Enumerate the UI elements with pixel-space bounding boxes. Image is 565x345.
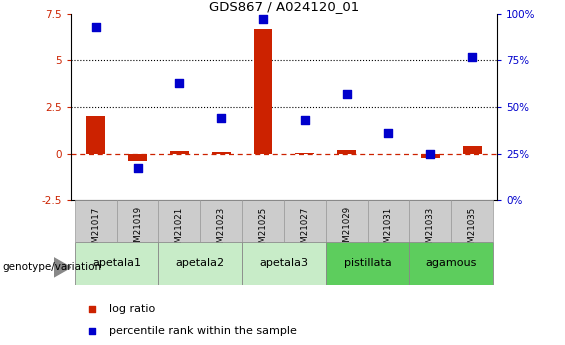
Bar [86,116,105,154]
Text: GSM21035: GSM21035 [468,206,477,254]
Text: apetala3: apetala3 [259,258,308,268]
Polygon shape [54,258,71,277]
Bar [451,200,493,242]
Point [175,80,184,86]
Bar [284,200,326,242]
Text: GSM21033: GSM21033 [426,206,435,254]
Point [468,54,477,59]
Bar [200,200,242,242]
Point [88,328,97,334]
Point [133,166,142,171]
Bar [463,146,481,154]
Bar [242,241,326,285]
Bar [75,241,158,285]
Text: GSM21025: GSM21025 [259,206,267,254]
Text: apetala2: apetala2 [176,258,225,268]
Point [384,130,393,136]
Text: log ratio: log ratio [109,304,155,314]
Text: GSM21031: GSM21031 [384,206,393,254]
Bar [379,154,398,155]
Bar [421,154,440,158]
Text: pistillata: pistillata [344,258,392,268]
Bar [410,241,493,285]
Text: genotype/variation: genotype/variation [3,263,102,272]
Text: percentile rank within the sample: percentile rank within the sample [109,326,297,336]
Bar [295,152,314,154]
Text: GSM21029: GSM21029 [342,206,351,254]
Point [426,151,435,156]
Text: GSM21023: GSM21023 [217,206,225,254]
Point [91,24,100,30]
Point [342,91,351,97]
Bar [170,151,189,154]
Bar [128,154,147,161]
Bar [75,200,116,242]
Point [88,306,97,312]
Bar [158,200,200,242]
Bar [158,241,242,285]
Bar [254,29,272,154]
Bar [326,200,368,242]
Title: GDS867 / A024120_01: GDS867 / A024120_01 [209,0,359,13]
Text: agamous: agamous [425,258,477,268]
Bar [242,200,284,242]
Bar [368,200,410,242]
Text: GSM21027: GSM21027 [301,206,309,254]
Text: GSM21017: GSM21017 [91,206,100,254]
Bar [337,150,356,154]
Text: GSM21019: GSM21019 [133,206,142,254]
Point [258,17,267,22]
Point [301,117,310,123]
Text: GSM21021: GSM21021 [175,206,184,254]
Bar [410,200,451,242]
Bar [212,152,231,154]
Bar [326,241,410,285]
Point [216,115,225,121]
Bar [116,200,158,242]
Text: apetala1: apetala1 [92,258,141,268]
